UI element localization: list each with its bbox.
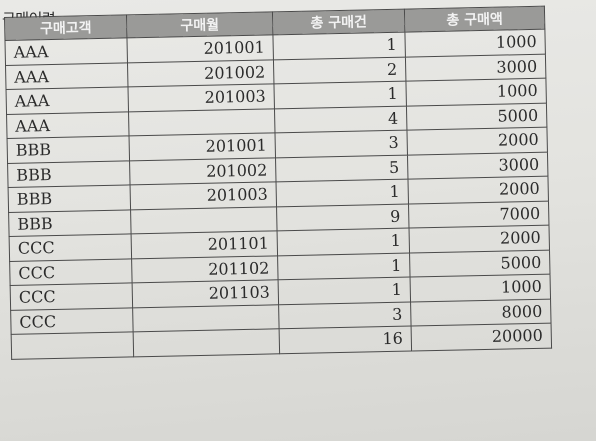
cell-customer xyxy=(11,331,134,359)
cell-month: 201102 xyxy=(131,255,279,283)
header-total-amount: 총 구매액 xyxy=(404,6,545,33)
cell-month xyxy=(132,304,280,332)
cell-count: 1 xyxy=(272,32,406,60)
cell-count: 3 xyxy=(274,130,408,158)
cell-amount: 3000 xyxy=(407,151,548,180)
cell-customer: CCC xyxy=(10,282,133,310)
header-customer: 구매고객 xyxy=(4,14,127,41)
cell-count: 1 xyxy=(277,228,410,256)
cell-count: 1 xyxy=(276,179,409,207)
header-total-count: 총 구매건 xyxy=(272,9,405,35)
cell-customer: CCC xyxy=(10,307,134,335)
cell-month: 201001 xyxy=(129,132,276,161)
cell-month: 201003 xyxy=(130,181,277,210)
cell-month: 201103 xyxy=(132,279,279,308)
purchase-history-table: 구매고객 구매월 총 구매건 총 구매액 AAA 201001 1 1000 A… xyxy=(4,6,552,360)
cell-amount: 2000 xyxy=(406,127,548,155)
header-month: 구매월 xyxy=(126,11,273,38)
cell-month xyxy=(130,206,278,234)
cell-customer: BBB xyxy=(8,184,131,212)
cell-customer: BBB xyxy=(7,135,130,163)
cell-amount: 3000 xyxy=(405,53,546,82)
cell-amount: 1000 xyxy=(410,274,551,302)
cell-month: 201001 xyxy=(126,34,274,63)
table-sheet: 구매고객 구매월 총 구매건 총 구매액 AAA 201001 1 1000 A… xyxy=(4,5,596,417)
cell-count: 9 xyxy=(276,203,410,231)
cell-customer: BBB xyxy=(8,209,132,237)
cell-amount: 1000 xyxy=(404,29,546,57)
cell-count: 1 xyxy=(278,277,411,305)
cell-customer: AAA xyxy=(6,86,129,114)
cell-amount: 2000 xyxy=(409,225,550,253)
cell-count: 16 xyxy=(279,326,412,354)
cell-count: 2 xyxy=(273,56,406,84)
cell-customer: CCC xyxy=(9,233,132,261)
cell-month: 201002 xyxy=(129,157,277,185)
cell-count: 1 xyxy=(277,252,411,280)
cell-customer: CCC xyxy=(9,258,133,286)
cell-customer: AAA xyxy=(6,111,130,139)
cell-count: 5 xyxy=(275,154,408,182)
cell-month: 201101 xyxy=(131,230,278,259)
cell-customer: BBB xyxy=(7,160,131,188)
cell-month xyxy=(133,328,280,357)
cell-amount: 7000 xyxy=(408,200,549,229)
cell-amount: 2000 xyxy=(407,176,549,204)
cell-amount: 5000 xyxy=(406,102,547,131)
cell-count: 4 xyxy=(274,105,407,133)
cell-amount: 5000 xyxy=(409,249,551,278)
cell-count: 3 xyxy=(278,301,412,329)
cell-month: 201002 xyxy=(127,59,274,87)
cell-amount: 20000 xyxy=(411,323,552,351)
cell-count: 1 xyxy=(273,81,407,109)
cell-amount: 8000 xyxy=(410,298,552,327)
cell-customer: AAA xyxy=(5,62,128,90)
cell-customer: AAA xyxy=(4,37,128,65)
cell-month: 201003 xyxy=(127,83,275,112)
cell-amount: 1000 xyxy=(405,78,547,106)
cell-month xyxy=(128,108,275,136)
